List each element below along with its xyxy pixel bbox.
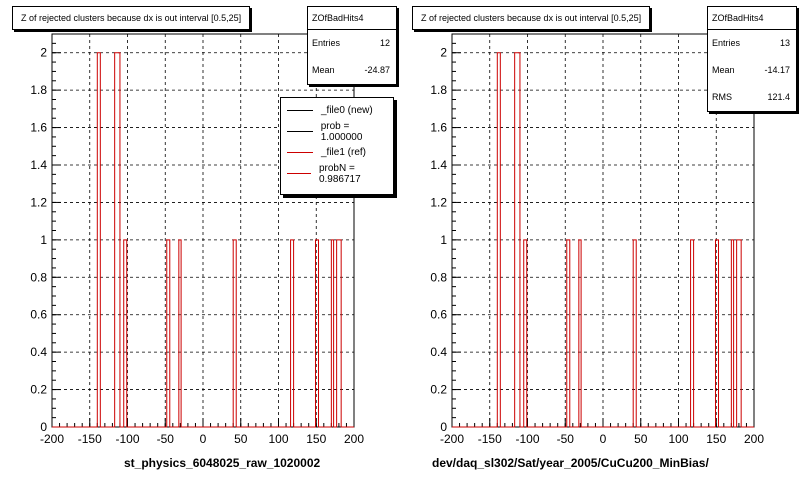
legend-label-file1: _file1 (ref) <box>321 147 367 158</box>
legend-swatch-probn <box>287 173 311 174</box>
legend-item-file0: _file0 (new) <box>281 100 393 121</box>
legend-swatch-file1 <box>287 152 313 153</box>
left-legend: _file0 (new) prob = 1.000000 _file1 (ref… <box>280 97 394 195</box>
right-stats-entries-row: Entries 13 <box>708 30 796 57</box>
legend-label-file0: _file0 (new) <box>321 105 373 116</box>
y-tick-label: 1.6 <box>430 121 447 135</box>
x-tick-label: 200 <box>744 432 764 446</box>
legend-item-file1: _file1 (ref) <box>281 142 393 163</box>
y-tick-label: 1.2 <box>430 195 447 209</box>
legend-label-prob: prob = 1.000000 <box>320 120 363 143</box>
y-tick-label: 1.2 <box>30 195 47 209</box>
y-tick-label: 1.4 <box>430 158 447 172</box>
y-tick-label: 1 <box>40 233 47 247</box>
right-stats-name: ZOfBadHits4 <box>708 7 796 30</box>
right-x-axis-title: dev/daq_sl302/Sat/year_2005/CuCu200_MinB… <box>432 456 709 470</box>
y-tick-label: 0.6 <box>30 308 47 322</box>
legend-swatch-prob <box>287 131 313 132</box>
right-chart-title-text: Z of rejected clusters because dx is out… <box>421 13 642 23</box>
histogram-series <box>452 52 754 428</box>
left-stats-entries-value: 12 <box>379 38 390 48</box>
left-stats-mean-label: Mean <box>312 65 335 75</box>
y-tick-label: 2 <box>440 46 447 60</box>
x-tick-label: -150 <box>478 432 502 446</box>
left-stats-mean-row: Mean -24.87 <box>308 57 396 84</box>
x-tick-label: 50 <box>634 432 648 446</box>
x-tick-label: 50 <box>234 432 248 446</box>
left-chart-title: Z of rejected clusters because dx is out… <box>12 6 251 30</box>
right-stats-mean-row: Mean -14.17 <box>708 57 796 84</box>
y-tick-label: 0.6 <box>430 308 447 322</box>
legend-label-probn: probN = 0.986717 <box>318 162 361 185</box>
y-tick-label: 1.8 <box>430 83 447 97</box>
right-stats-mean-label: Mean <box>712 65 735 75</box>
x-tick-label: 100 <box>268 432 288 446</box>
legend-item-probn: probN = 0.986717 <box>281 162 393 185</box>
left-stats-name: ZOfBadHits4 <box>308 7 396 30</box>
right-stats-rms-label: RMS <box>712 92 732 102</box>
x-tick-label: -100 <box>515 432 539 446</box>
left-stats-box: ZOfBadHits4 Entries 12 Mean -24.87 <box>307 6 397 85</box>
legend-swatch-file0 <box>287 110 313 111</box>
x-tick-label: -200 <box>440 432 464 446</box>
right-stats-box: ZOfBadHits4 Entries 13 Mean -14.17 RMS 1… <box>707 6 797 112</box>
y-tick-label: 1.4 <box>30 158 47 172</box>
y-tick-label: 0.8 <box>30 270 47 284</box>
y-tick-label: 0.4 <box>430 345 447 359</box>
left-stats-mean-value: -24.87 <box>364 65 390 75</box>
right-chart-title: Z of rejected clusters because dx is out… <box>412 6 651 30</box>
x-tick-label: -50 <box>157 432 175 446</box>
x-tick-label: -150 <box>78 432 102 446</box>
right-pane: -200 -150 -100 -50 0 50 100 150 200 0 0.2 0.4 0.6 0.8… <box>400 0 800 480</box>
x-tick-label: 100 <box>668 432 688 446</box>
left-chart-title-text: Z of rejected clusters because dx is out… <box>21 13 242 23</box>
y-tick-label: 0.2 <box>30 383 47 397</box>
x-tick-label: -200 <box>40 432 64 446</box>
left-stats-entries-row: Entries 12 <box>308 30 396 57</box>
x-tick-label: 0 <box>200 432 207 446</box>
right-stats-rms-value: 121.4 <box>767 92 790 102</box>
y-tick-label: 2 <box>40 46 47 60</box>
legend-item-prob: prob = 1.000000 <box>281 120 393 143</box>
right-stats-entries-label: Entries <box>712 38 741 48</box>
y-tick-label: 0 <box>440 420 447 434</box>
y-tick-label: 0 <box>40 420 47 434</box>
right-stats-entries-value: 13 <box>779 38 790 48</box>
left-x-axis-title: st_physics_6048025_raw_1020002 <box>124 456 321 470</box>
y-tick-label: 1.6 <box>30 121 47 135</box>
x-tick-label: 150 <box>706 432 726 446</box>
histogram-series <box>52 52 354 428</box>
left-pane: -200 -150 -100 -50 0 50 100 150 200 0 0.2 0.4 0.6 0.8… <box>12 6 397 470</box>
left-stats-entries-label: Entries <box>312 38 341 48</box>
right-stats-mean-value: -14.17 <box>764 65 790 75</box>
y-tick-label: 1.8 <box>30 83 47 97</box>
y-tick-label: 0.4 <box>30 345 47 359</box>
x-tick-label: -100 <box>115 432 139 446</box>
right-plot: -200 -150 -100 -50 0 50 100 150 200 0 0.2 0.4 0.6 0.8… <box>430 33 764 446</box>
x-tick-label: 200 <box>344 432 364 446</box>
right-stats-rms-row: RMS 121.4 <box>708 84 796 111</box>
x-tick-label: 150 <box>306 432 326 446</box>
x-tick-label: -50 <box>557 432 575 446</box>
y-tick-label: 0.8 <box>430 270 447 284</box>
y-tick-label: 0.2 <box>430 383 447 397</box>
y-tick-label: 1 <box>440 233 447 247</box>
x-tick-label: 0 <box>600 432 607 446</box>
